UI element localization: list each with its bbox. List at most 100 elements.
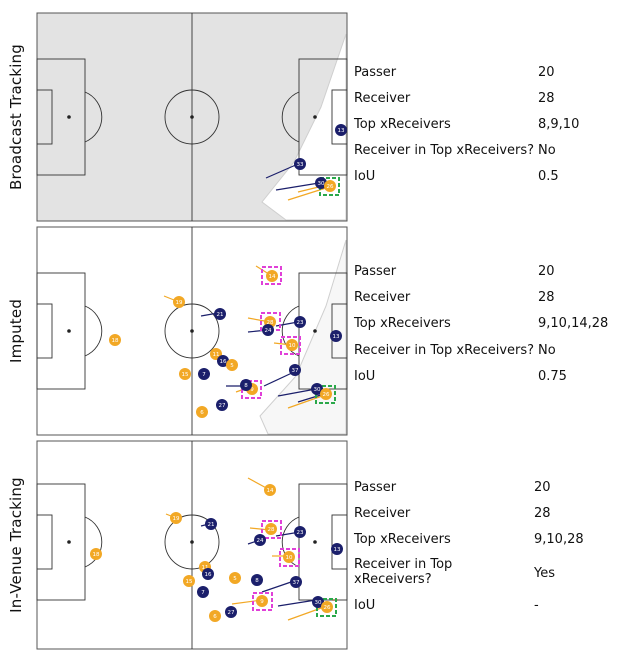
svg-text:16: 16 bbox=[220, 359, 227, 365]
svg-text:15: 15 bbox=[186, 579, 193, 585]
svg-text:26: 26 bbox=[327, 184, 334, 190]
svg-text:28: 28 bbox=[268, 527, 275, 533]
svg-text:18: 18 bbox=[93, 552, 100, 558]
svg-text:24: 24 bbox=[265, 328, 272, 334]
player-markers: 13 33 30 26 bbox=[294, 124, 347, 192]
player-33: 33 bbox=[294, 158, 306, 170]
player-8: 8 bbox=[251, 574, 263, 586]
player-23: 23 bbox=[294, 526, 306, 538]
row-label: Imputed bbox=[7, 298, 25, 364]
svg-text:10: 10 bbox=[286, 555, 293, 561]
player-23: 23 bbox=[294, 316, 306, 328]
player-5: 5 bbox=[226, 359, 238, 371]
svg-text:18: 18 bbox=[112, 338, 119, 344]
panel-imputed: Imputed bbox=[0, 226, 633, 436]
pitch-markings bbox=[36, 441, 348, 649]
svg-text:6: 6 bbox=[213, 614, 217, 620]
xreceiver-boxes bbox=[241, 266, 301, 399]
svg-text:27: 27 bbox=[228, 610, 235, 616]
player-10: 10 bbox=[286, 339, 298, 351]
player-24: 24 bbox=[254, 534, 266, 546]
player-6: 6 bbox=[196, 406, 208, 418]
svg-text:11: 11 bbox=[213, 352, 220, 358]
svg-text:30: 30 bbox=[314, 387, 321, 393]
svg-text:9: 9 bbox=[260, 599, 264, 605]
player-30: 30 bbox=[312, 596, 324, 608]
player-27: 27 bbox=[216, 399, 228, 411]
svg-text:16: 16 bbox=[205, 572, 212, 578]
player-16: 16 bbox=[217, 355, 229, 367]
svg-text:15: 15 bbox=[182, 372, 189, 378]
svg-text:8: 8 bbox=[255, 578, 259, 584]
player-13: 13 bbox=[331, 543, 343, 555]
player-18: 18 bbox=[90, 548, 102, 560]
svg-text:5: 5 bbox=[233, 576, 237, 582]
pitch-svg: 13 33 30 26 bbox=[36, 12, 348, 222]
panel-in-venue-tracking: In-Venue Tracking bbox=[0, 440, 633, 650]
player-10: 10 bbox=[283, 551, 295, 563]
player-26: 26 bbox=[324, 180, 336, 192]
pitch-diagram: 13 33 30 26 bbox=[36, 12, 348, 222]
player-14: 14 bbox=[266, 270, 278, 282]
svg-text:23: 23 bbox=[297, 530, 304, 536]
player-9: 9 bbox=[256, 595, 268, 607]
player-37: 37 bbox=[290, 576, 302, 588]
svg-text:13: 13 bbox=[333, 334, 340, 340]
player-7: 7 bbox=[197, 586, 209, 598]
svg-text:30: 30 bbox=[315, 600, 322, 606]
player-30: 30 bbox=[311, 383, 323, 395]
player-19: 19 bbox=[170, 512, 182, 524]
player-16: 16 bbox=[202, 568, 214, 580]
player-19: 19 bbox=[173, 296, 185, 308]
svg-text:14: 14 bbox=[269, 274, 276, 280]
svg-text:9: 9 bbox=[250, 387, 254, 393]
player-18: 18 bbox=[109, 334, 121, 346]
player-markers: 18 19 21 14 28 24 23 10 13 11 16 5 7 15 … bbox=[109, 270, 342, 418]
player-26: 26 bbox=[320, 388, 332, 400]
player-6: 6 bbox=[209, 610, 221, 622]
player-13: 13 bbox=[335, 124, 347, 136]
pitch-diagram: 14 19 21 18 28 23 24 10 13 11 16 15 5 8 … bbox=[36, 440, 348, 650]
svg-text:13: 13 bbox=[334, 547, 341, 553]
player-15: 15 bbox=[183, 575, 195, 587]
svg-text:37: 37 bbox=[292, 368, 299, 374]
svg-text:24: 24 bbox=[257, 538, 264, 544]
svg-text:19: 19 bbox=[176, 300, 183, 306]
camera-view-area bbox=[261, 33, 347, 221]
svg-text:26: 26 bbox=[323, 392, 330, 398]
player-26: 26 bbox=[321, 601, 333, 613]
svg-text:7: 7 bbox=[201, 590, 205, 596]
svg-text:14: 14 bbox=[267, 488, 274, 494]
row-label: In-Venue Tracking bbox=[7, 477, 25, 613]
svg-text:21: 21 bbox=[208, 522, 215, 528]
player-13: 13 bbox=[330, 330, 342, 342]
pitch-svg: 18 19 21 14 28 24 23 10 13 11 16 5 7 15 … bbox=[36, 226, 348, 436]
player-14: 14 bbox=[264, 484, 276, 496]
panel-broadcast-tracking: Broadcast Tracking bbox=[0, 12, 633, 222]
svg-text:11: 11 bbox=[202, 565, 209, 571]
player-24: 24 bbox=[262, 324, 274, 336]
player-8: 8 bbox=[240, 379, 252, 391]
player-21: 21 bbox=[205, 518, 217, 530]
player-markers: 14 19 21 18 28 23 24 10 13 11 16 15 5 8 … bbox=[90, 484, 343, 622]
svg-text:27: 27 bbox=[219, 403, 226, 409]
row-label: Broadcast Tracking bbox=[7, 44, 25, 190]
svg-text:21: 21 bbox=[217, 312, 224, 318]
player-21: 21 bbox=[214, 308, 226, 320]
player-trails bbox=[265, 163, 332, 201]
player-27: 27 bbox=[225, 606, 237, 618]
svg-text:6: 6 bbox=[200, 410, 204, 416]
svg-text:5: 5 bbox=[230, 363, 234, 369]
svg-text:13: 13 bbox=[338, 128, 345, 134]
svg-text:28: 28 bbox=[267, 320, 274, 326]
svg-text:26: 26 bbox=[324, 605, 331, 611]
svg-text:33: 33 bbox=[297, 162, 304, 168]
svg-text:30: 30 bbox=[318, 181, 325, 187]
player-5: 5 bbox=[229, 572, 241, 584]
svg-text:37: 37 bbox=[293, 580, 300, 586]
svg-text:10: 10 bbox=[289, 343, 296, 349]
player-7: 7 bbox=[198, 368, 210, 380]
svg-text:8: 8 bbox=[244, 383, 248, 389]
pitch-diagram: 18 19 21 14 28 24 23 10 13 11 16 5 7 15 … bbox=[36, 226, 348, 436]
player-37: 37 bbox=[289, 364, 301, 376]
